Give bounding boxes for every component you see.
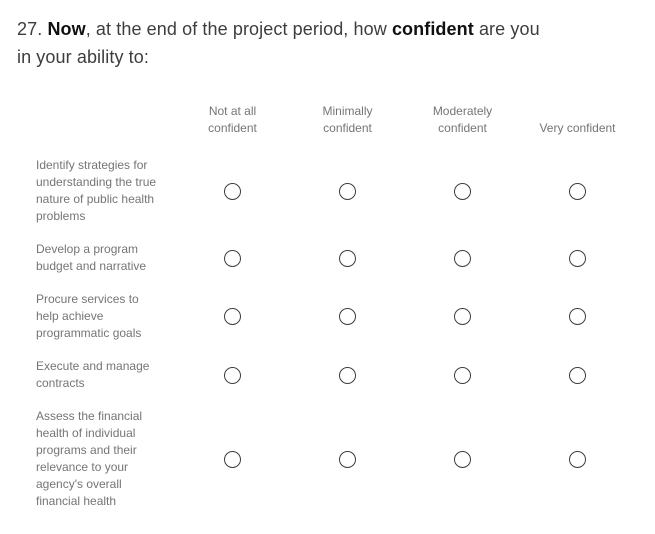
matrix-row: Identify strategies for understanding th… [36, 157, 655, 225]
question-title-segment: , at the end of the project period, how [85, 19, 392, 39]
radio-button[interactable] [454, 366, 471, 384]
matrix-row-label: Assess the financial health of individua… [36, 409, 143, 508]
matrix-row-label: Execute and manage contracts [36, 359, 150, 390]
matrix-row: Execute and manage contracts [36, 358, 655, 392]
matrix-cell [175, 249, 290, 267]
radio-button[interactable] [224, 450, 241, 468]
matrix-cell [520, 182, 635, 200]
radio-button[interactable] [569, 450, 586, 468]
matrix-cell [290, 249, 405, 267]
radio-button[interactable] [339, 308, 356, 325]
matrix-column-header: Very confident [539, 121, 616, 135]
question-title-segment: are you in your ability to: [17, 19, 540, 67]
matrix-cell [175, 182, 290, 200]
matrix-cell [520, 450, 635, 468]
matrix-cell [405, 249, 520, 267]
matrix-row-label: Procure services to help achieve program… [36, 292, 142, 340]
matrix-cell [175, 308, 290, 325]
matrix-cell [405, 182, 520, 200]
matrix-cell [405, 450, 520, 468]
radio-button[interactable] [569, 366, 586, 384]
matrix-cell [290, 450, 405, 468]
matrix-column-header: Moderately confident [432, 104, 493, 135]
question-title-segment: Now [47, 19, 86, 39]
matrix-cell [175, 366, 290, 384]
radio-button[interactable] [569, 182, 586, 200]
matrix-table: Not at all confident Minimally confident M… [36, 103, 655, 510]
matrix-column-header: Minimally confident [322, 104, 373, 135]
matrix-cell [405, 366, 520, 384]
radio-button[interactable] [224, 249, 241, 267]
matrix-cell [520, 249, 635, 267]
matrix-row: Assess the financial health of individua… [36, 408, 655, 510]
radio-button[interactable] [454, 450, 471, 468]
matrix-row-label: Identify strategies for understanding th… [36, 158, 157, 223]
radio-button[interactable] [454, 249, 471, 267]
radio-button[interactable] [454, 308, 471, 325]
question-title-segment: confident [391, 19, 474, 39]
radio-button[interactable] [339, 366, 356, 384]
matrix-cell [290, 182, 405, 200]
matrix-row: Procure services to help achieve program… [36, 291, 655, 342]
matrix-row: Develop a program budget and narrative [36, 241, 655, 275]
radio-button[interactable] [224, 366, 241, 384]
radio-button[interactable] [569, 249, 586, 267]
radio-button[interactable] [224, 182, 241, 200]
matrix-cell [520, 308, 635, 325]
matrix-cell [290, 308, 405, 325]
matrix-header-row: Not at all confident Minimally confident M… [36, 103, 655, 137]
question-title: 27. Now, at the end of the project perio… [0, 0, 655, 71]
matrix-cell [175, 450, 290, 468]
matrix-cell [290, 366, 405, 384]
radio-button[interactable] [454, 182, 471, 200]
radio-button[interactable] [224, 308, 241, 325]
radio-button[interactable] [339, 249, 356, 267]
matrix-cell [405, 308, 520, 325]
matrix-column-header: Not at all confident [208, 104, 257, 135]
radio-button[interactable] [339, 450, 356, 468]
matrix-row-label: Develop a program budget and narrative [36, 242, 147, 273]
radio-button[interactable] [339, 182, 356, 200]
matrix-cell [520, 366, 635, 384]
matrix-rows: Identify strategies for understanding th… [36, 157, 655, 510]
question-title-segment: 27. [17, 19, 48, 39]
radio-button[interactable] [569, 308, 586, 325]
